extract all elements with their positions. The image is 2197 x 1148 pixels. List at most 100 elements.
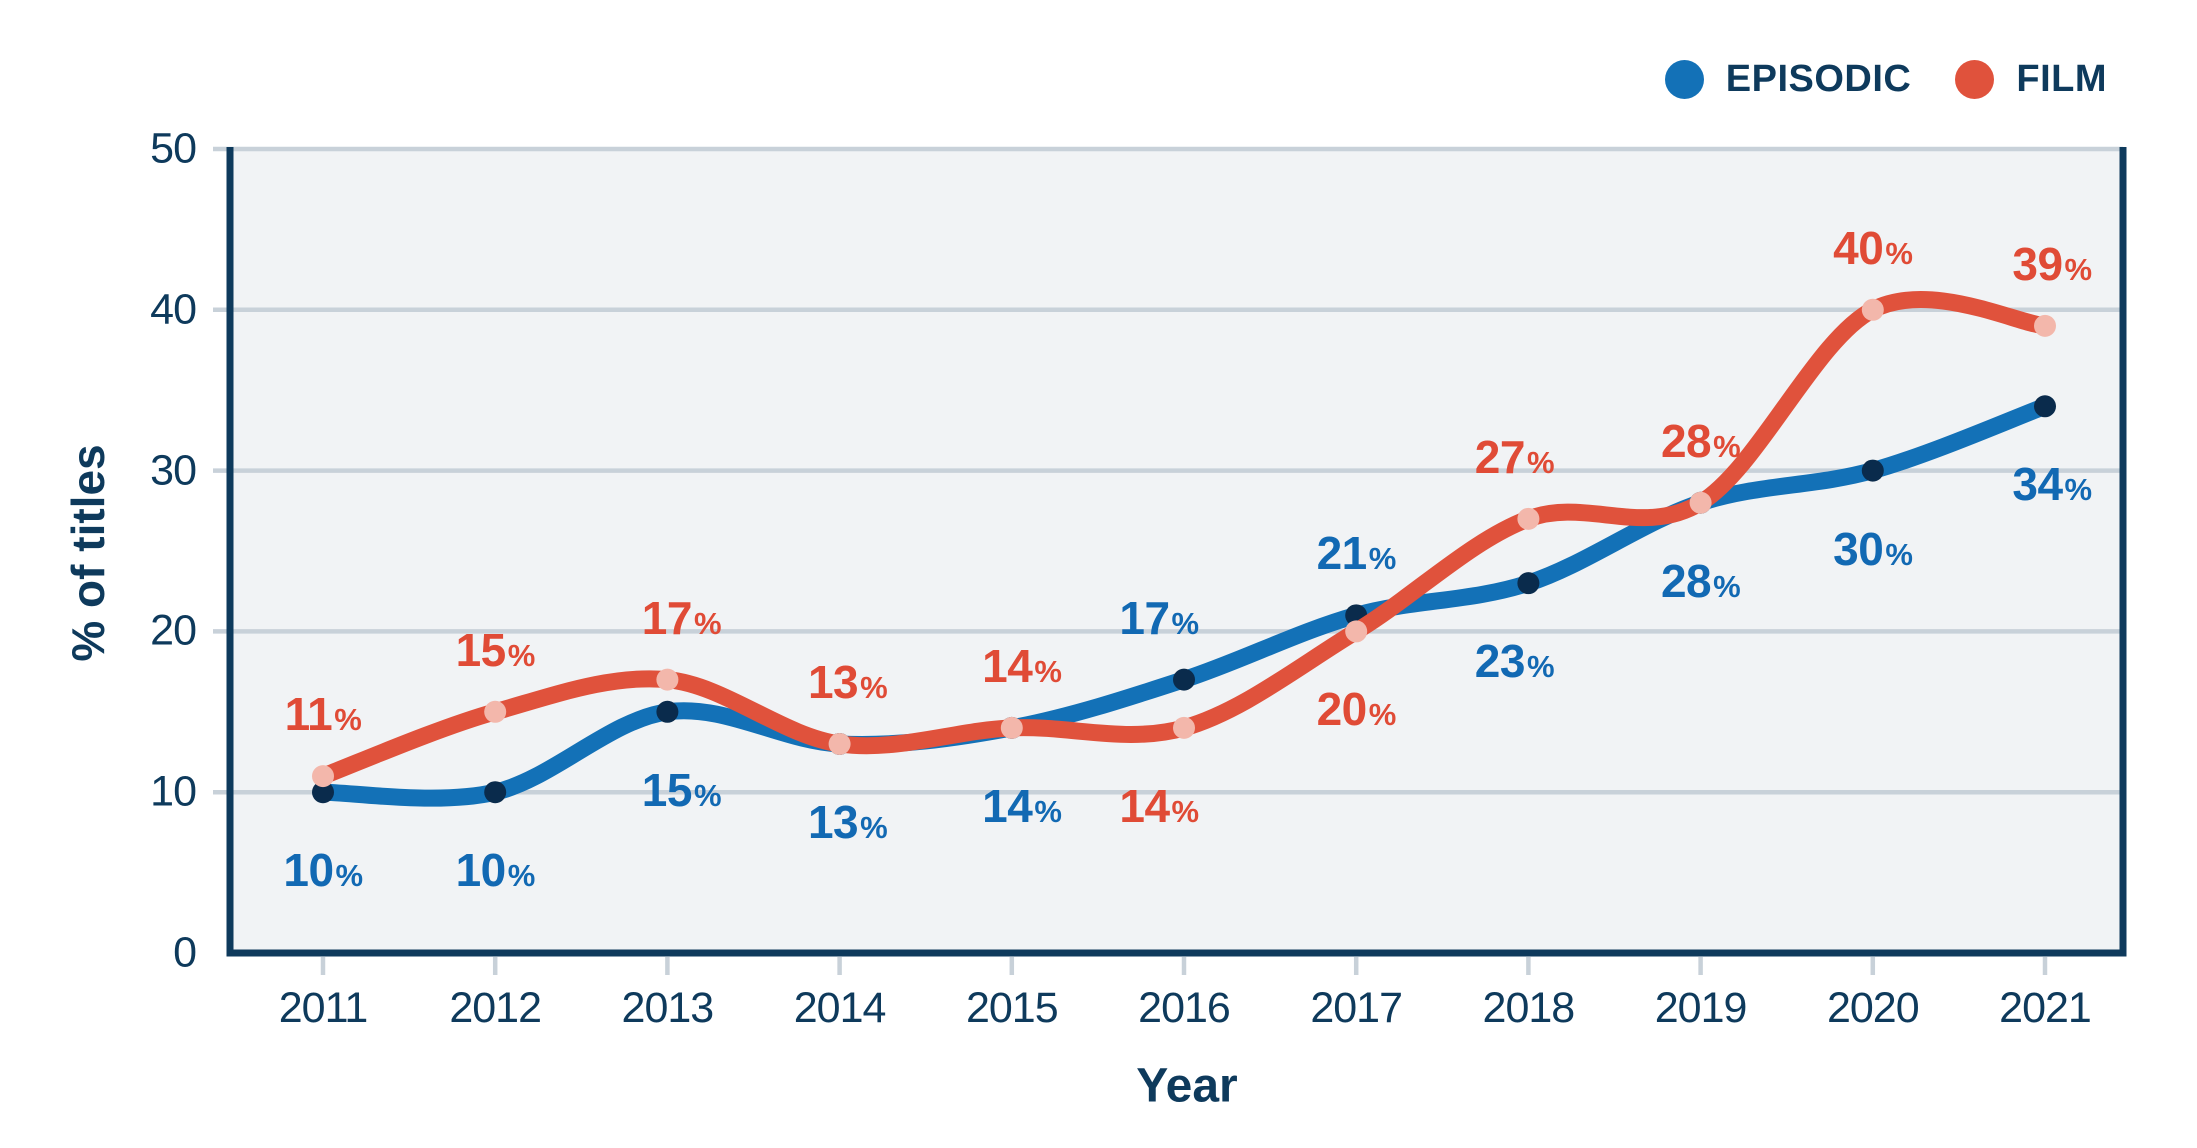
data-label-film-2018: 27% — [1474, 430, 1555, 484]
film-series-swatch-icon — [1955, 60, 1995, 99]
data-label-episodic-2018: 23% — [1474, 634, 1555, 688]
data-label-episodic-2013: 15% — [641, 763, 722, 817]
x-tick-label-2020: 2020 — [1826, 984, 1920, 1032]
data-point-film-2015 — [1000, 716, 1023, 739]
data-point-film-2016 — [1173, 716, 1195, 739]
data-label-value: 13 — [807, 795, 859, 848]
data-point-film-2017 — [1345, 620, 1368, 643]
data-label-value: 15 — [455, 623, 507, 676]
legend-label-film: FILM — [2016, 58, 2107, 100]
data-label-unit: % — [1171, 793, 1200, 829]
data-label-value: 15 — [641, 763, 693, 816]
data-point-film-2019 — [1689, 491, 1712, 514]
y-tick-label-50: 50 — [150, 124, 197, 173]
data-point-episodic-2018 — [1517, 572, 1540, 595]
data-label-unit: % — [1885, 536, 1913, 572]
data-point-film-2011 — [312, 765, 334, 788]
y-tick-label-30: 30 — [150, 446, 197, 495]
data-label-unit: % — [507, 637, 536, 673]
data-label-value: 23 — [1474, 635, 1526, 688]
data-point-episodic-2012 — [484, 781, 507, 804]
data-point-film-2012 — [484, 700, 507, 723]
x-tick-label-2017: 2017 — [1310, 984, 1403, 1032]
data-label-unit: % — [507, 858, 536, 894]
data-label-episodic-2015: 14% — [982, 779, 1062, 833]
data-point-film-2020 — [1861, 298, 1884, 321]
legend-label-episodic: EPISODIC — [1725, 58, 1912, 100]
data-label-value: 20 — [1316, 683, 1368, 736]
plot-area — [230, 149, 2123, 953]
data-label-film-2013: 17% — [641, 591, 722, 645]
x-tick-label-2016: 2016 — [1138, 984, 1231, 1032]
data-label-unit: % — [860, 669, 888, 705]
legend-item-film: FILM — [1955, 58, 2107, 101]
data-label-film-2011: 11% — [285, 687, 362, 741]
data-label-film-2012: 15% — [455, 623, 536, 677]
data-label-value: 10 — [283, 844, 334, 897]
data-label-episodic-2012: 10% — [455, 843, 536, 897]
data-label-episodic-2016: 17% — [1119, 591, 1200, 645]
data-point-film-2014 — [828, 732, 851, 755]
data-label-value: 28 — [1660, 554, 1712, 607]
x-tick-label-2012: 2012 — [449, 984, 542, 1032]
data-label-episodic-2021: 34% — [2012, 457, 2093, 511]
data-label-value: 14 — [982, 639, 1033, 692]
legend: EPISODIC FILM — [1664, 58, 2107, 101]
data-point-film-2018 — [1517, 507, 1540, 530]
data-point-film-2021 — [2034, 314, 2056, 337]
data-label-film-2021: 39% — [2012, 237, 2093, 291]
data-label-film-2019: 28% — [1660, 414, 1741, 468]
data-label-unit: % — [2064, 472, 2093, 508]
data-label-value: 14 — [982, 779, 1033, 832]
x-tick-label-2018: 2018 — [1482, 984, 1576, 1032]
data-label-unit: % — [334, 702, 362, 738]
axis-frame — [226, 147, 2127, 957]
x-axis-title: Year — [1136, 1059, 1238, 1113]
data-label-film-2015: 14% — [982, 639, 1062, 693]
data-label-value: 13 — [807, 655, 859, 708]
data-label-episodic-2011: 10% — [283, 843, 364, 897]
data-label-value: 30 — [1833, 522, 1884, 575]
data-label-value: 27 — [1474, 430, 1526, 483]
data-label-unit: % — [1713, 428, 1741, 464]
data-label-value: 17 — [641, 591, 693, 644]
data-label-unit: % — [2064, 251, 2093, 287]
series-line-film — [314, 291, 2054, 785]
data-point-episodic-2016 — [1173, 668, 1195, 691]
y-tick-label-0: 0 — [173, 928, 197, 977]
data-label-film-2020: 40% — [1833, 221, 1913, 275]
x-tick-label-2014: 2014 — [793, 984, 887, 1032]
data-point-episodic-2013 — [656, 700, 679, 723]
x-tick-label-2013: 2013 — [621, 984, 715, 1032]
data-point-episodic-2021 — [2034, 395, 2056, 418]
data-label-unit: % — [693, 777, 722, 813]
data-label-unit: % — [1034, 793, 1062, 829]
y-tick-label-20: 20 — [150, 606, 197, 655]
data-label-episodic-2019: 28% — [1660, 554, 1741, 608]
x-tick-label-2021: 2021 — [1999, 984, 2092, 1032]
data-label-unit: % — [1526, 444, 1555, 480]
data-label-value: 11 — [284, 688, 333, 741]
x-tick-label-2011: 2011 — [278, 984, 368, 1032]
data-label-unit: % — [1368, 541, 1397, 577]
data-label-unit: % — [1368, 697, 1397, 733]
data-label-unit: % — [1526, 649, 1555, 685]
data-point-episodic-2011 — [312, 781, 334, 804]
legend-item-episodic: EPISODIC — [1664, 58, 1912, 101]
y-tick-label-40: 40 — [150, 285, 197, 334]
data-label-value: 28 — [1660, 414, 1712, 467]
data-label-unit: % — [335, 858, 364, 894]
data-point-film-2013 — [656, 668, 679, 691]
data-label-film-2014: 13% — [807, 655, 888, 709]
episodic-series-swatch-icon — [1664, 60, 1704, 99]
data-label-film-2016: 14% — [1119, 779, 1200, 833]
data-label-value: 34 — [2012, 458, 2063, 511]
data-label-episodic-2020: 30% — [1833, 522, 1913, 576]
data-label-value: 10 — [455, 844, 507, 897]
data-point-episodic-2020 — [1861, 459, 1884, 482]
data-label-unit: % — [1171, 605, 1200, 641]
data-label-unit: % — [1885, 235, 1913, 271]
data-label-unit: % — [1713, 568, 1741, 604]
